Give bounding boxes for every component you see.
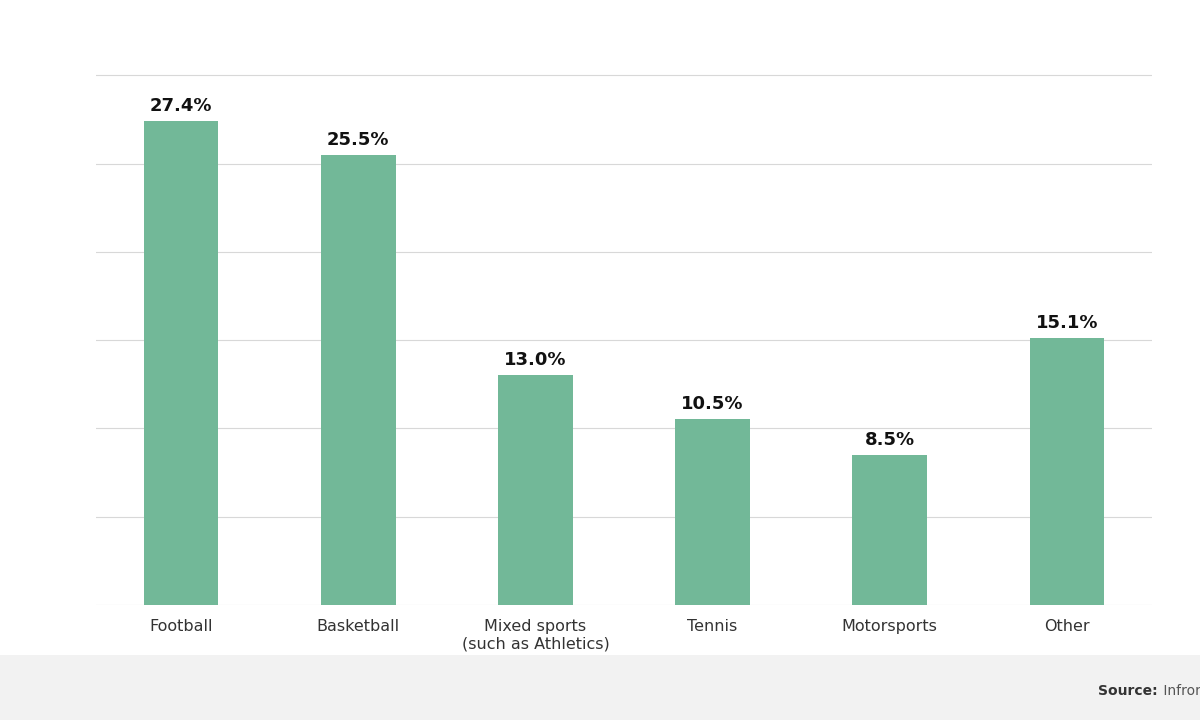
Text: 13.0%: 13.0% bbox=[504, 351, 566, 369]
Text: 25.5%: 25.5% bbox=[328, 130, 390, 148]
Text: 10.5%: 10.5% bbox=[682, 395, 744, 413]
Bar bbox=[852, 455, 926, 605]
Text: 8.5%: 8.5% bbox=[865, 431, 914, 449]
Text: 27.4%: 27.4% bbox=[150, 97, 212, 115]
Text: Source:: Source: bbox=[1098, 684, 1158, 698]
Bar bbox=[676, 420, 750, 605]
Bar bbox=[322, 155, 396, 605]
Bar bbox=[1030, 338, 1104, 605]
Bar bbox=[144, 121, 218, 605]
Text: 15.1%: 15.1% bbox=[1036, 314, 1098, 332]
Bar bbox=[498, 375, 572, 605]
Text: Infront Sports & Media: Infront Sports & Media bbox=[1159, 684, 1200, 698]
